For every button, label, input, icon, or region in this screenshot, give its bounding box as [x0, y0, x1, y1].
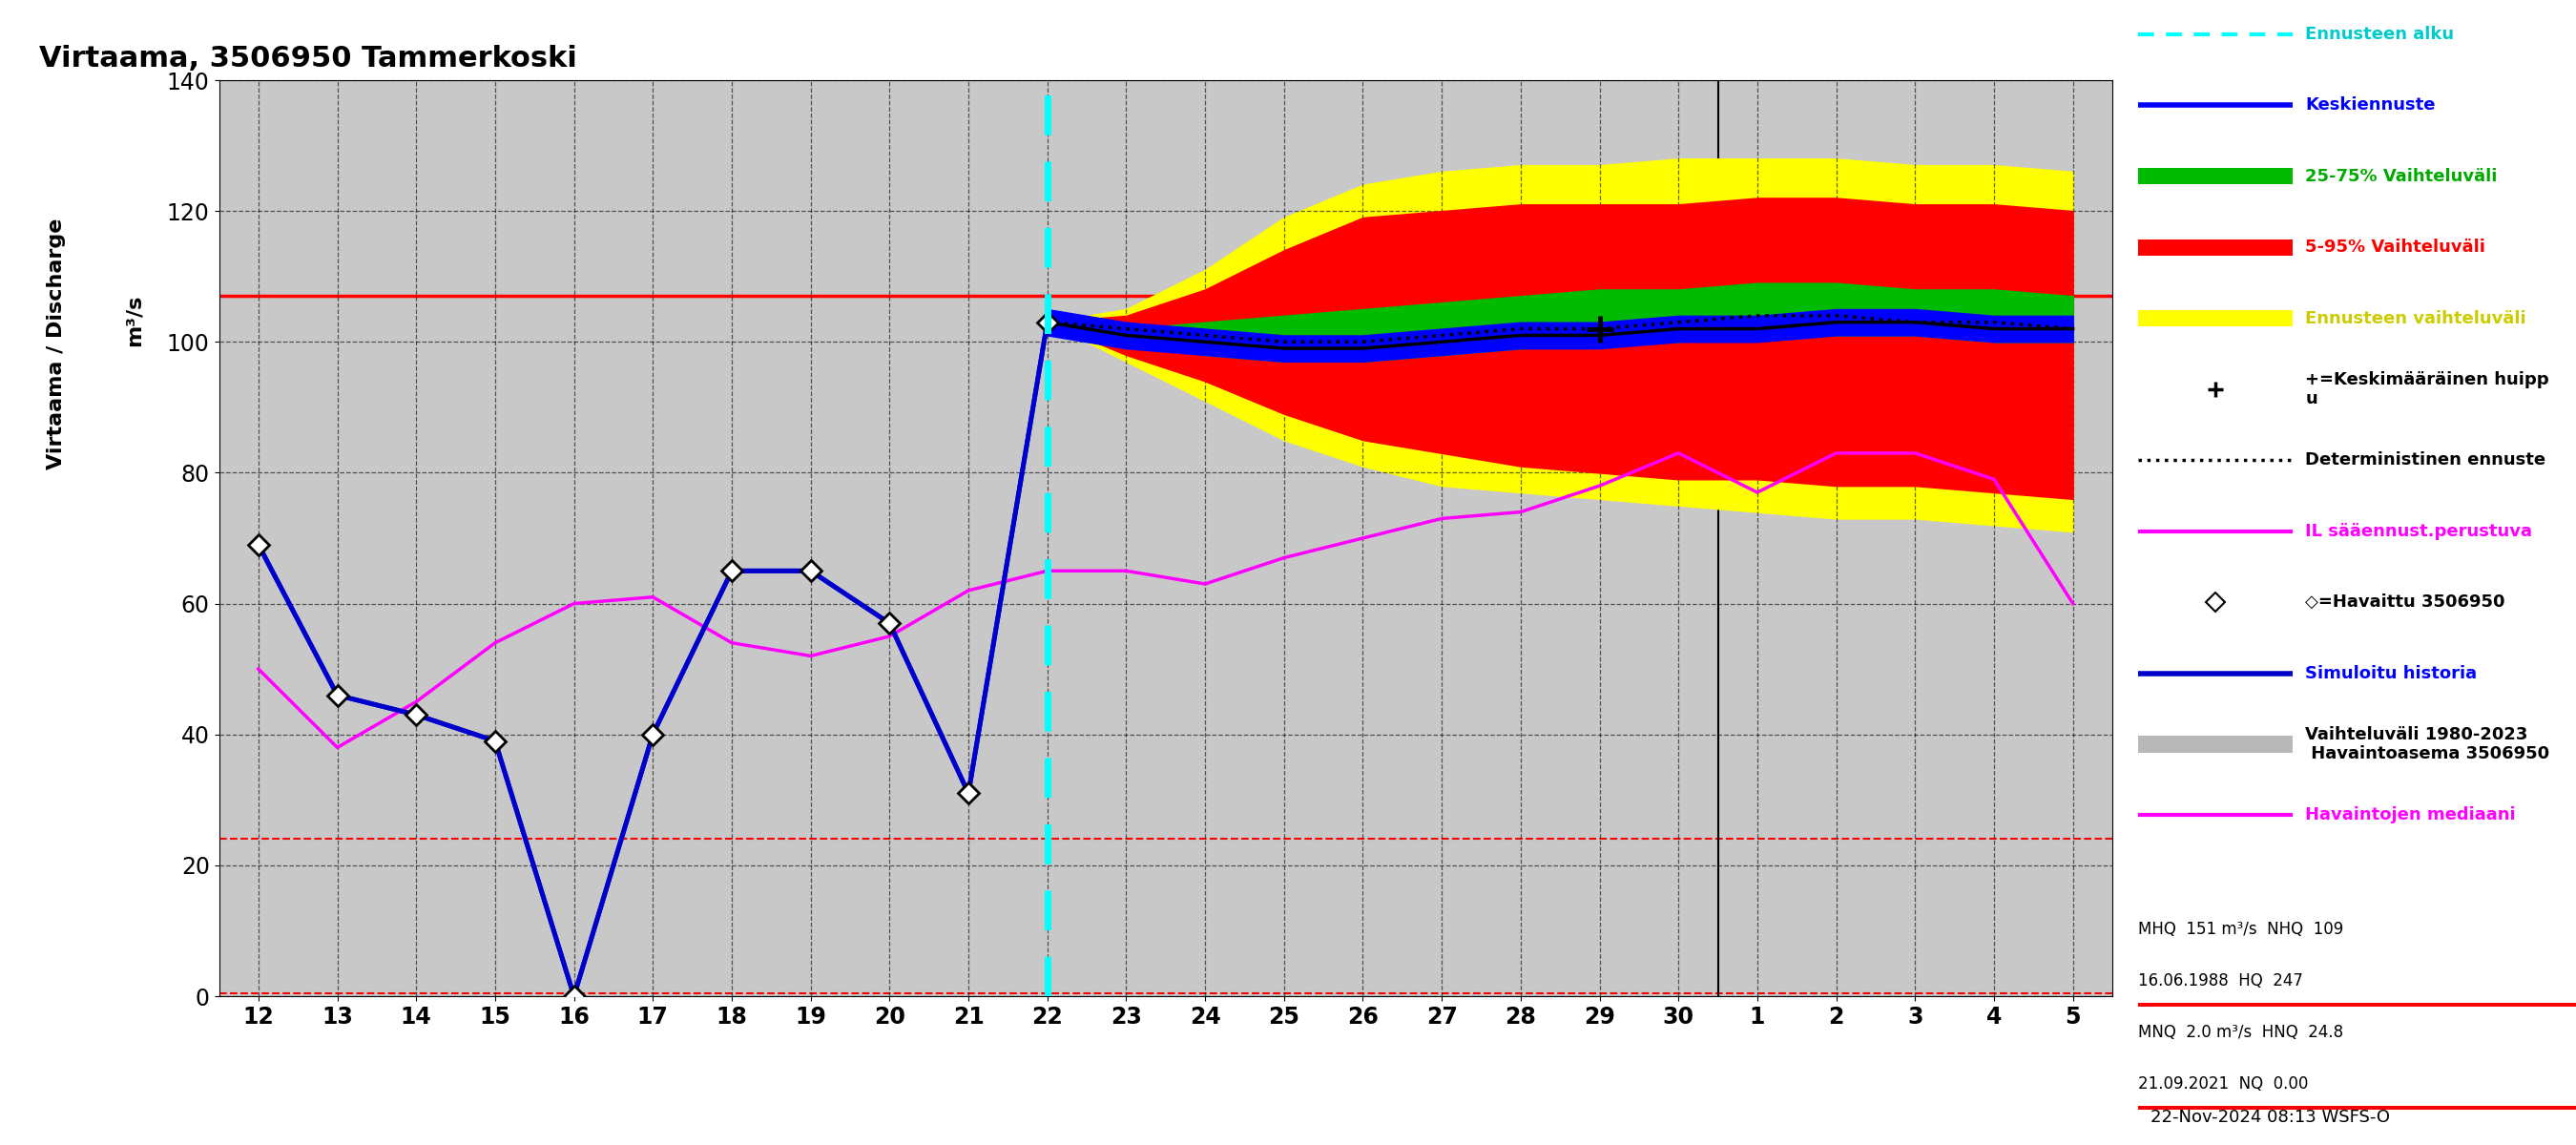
- Text: MHQ  151 m³/s  NHQ  109: MHQ 151 m³/s NHQ 109: [2138, 921, 2344, 938]
- Bar: [2138, 168, 2293, 184]
- Bar: [2138, 310, 2293, 326]
- Text: 25-75% Vaihteluväli: 25-75% Vaihteluväli: [2306, 168, 2499, 184]
- Text: 16.06.1988  HQ  247: 16.06.1988 HQ 247: [2138, 972, 2303, 989]
- Text: Ennusteen vaihteluväli: Ennusteen vaihteluväli: [2306, 309, 2527, 327]
- Text: Virtaama / Discharge: Virtaama / Discharge: [46, 218, 67, 469]
- Text: 22-Nov-2024 08:13 WSFS-O: 22-Nov-2024 08:13 WSFS-O: [2151, 1108, 2391, 1126]
- Bar: [2138, 239, 2293, 255]
- Text: Keskiennuste: Keskiennuste: [2306, 97, 2437, 115]
- Text: +=Keskimääräinen huipp
u: +=Keskimääräinen huipp u: [2306, 371, 2550, 408]
- Text: 5-95% Vaihteluväli: 5-95% Vaihteluväli: [2306, 238, 2486, 255]
- Text: ◇=Havaittu 3506950: ◇=Havaittu 3506950: [2306, 593, 2506, 611]
- Text: Vaihteluväli 1980-2023
 Havaintoasema 3506950: Vaihteluväli 1980-2023 Havaintoasema 350…: [2306, 726, 2550, 763]
- Text: MNQ  2.0 m³/s  HNQ  24.8: MNQ 2.0 m³/s HNQ 24.8: [2138, 1024, 2344, 1041]
- Bar: [2138, 736, 2293, 752]
- Text: Havaintojen mediaani: Havaintojen mediaani: [2306, 806, 2517, 824]
- Text: IL sääennust.perustuva: IL sääennust.perustuva: [2306, 522, 2532, 539]
- Text: Simuloitu historia: Simuloitu historia: [2306, 664, 2478, 682]
- Text: Ennusteen alku: Ennusteen alku: [2306, 25, 2455, 42]
- Text: 21.09.2021  NQ  0.00: 21.09.2021 NQ 0.00: [2138, 1075, 2308, 1092]
- Text: Virtaama, 3506950 Tammerkoski: Virtaama, 3506950 Tammerkoski: [39, 45, 577, 72]
- Text: m³/s: m³/s: [124, 294, 144, 347]
- Text: Deterministinen ennuste: Deterministinen ennuste: [2306, 451, 2545, 469]
